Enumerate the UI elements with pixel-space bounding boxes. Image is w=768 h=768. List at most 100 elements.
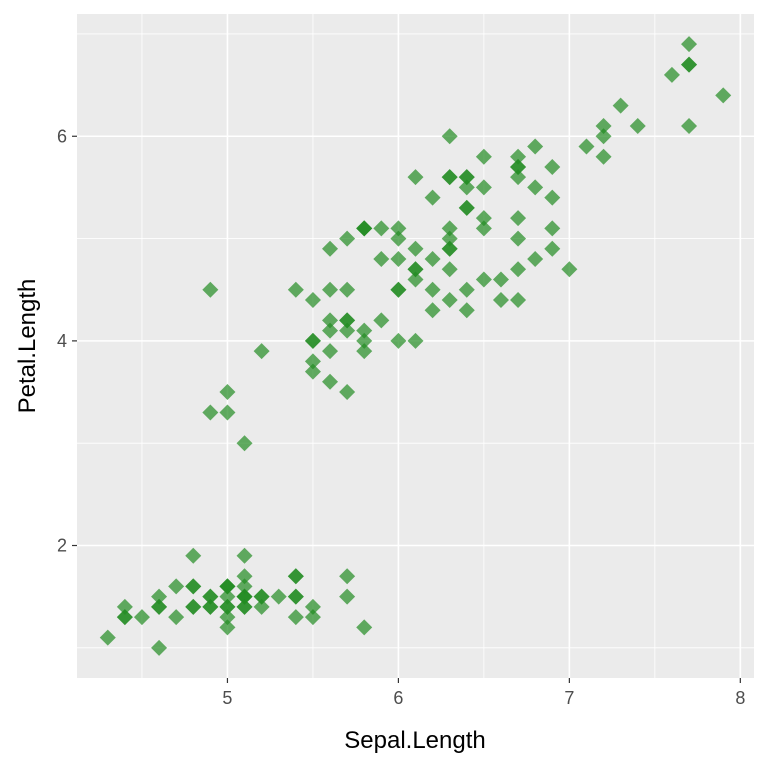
- data-point: [304, 332, 321, 349]
- data-point: [356, 619, 373, 636]
- y-axis-title: Petal.Length: [14, 279, 41, 414]
- data-point: [253, 598, 270, 615]
- data-point: [475, 148, 492, 165]
- data-point: [236, 435, 253, 452]
- data-point: [202, 404, 219, 421]
- data-point: [441, 240, 458, 257]
- data-point: [287, 588, 304, 605]
- data-point: [219, 578, 236, 595]
- data-point: [527, 179, 544, 196]
- data-point: [441, 220, 458, 237]
- data-point: [339, 588, 356, 605]
- data-point: [236, 598, 253, 615]
- data-point: [356, 343, 373, 360]
- data-point: [219, 588, 236, 605]
- data-point: [407, 271, 424, 288]
- data-point: [339, 312, 356, 329]
- data-point: [595, 128, 612, 145]
- data-point: [116, 609, 133, 626]
- data-point: [458, 199, 475, 216]
- data-point: [681, 118, 698, 135]
- data-point: [304, 291, 321, 308]
- data-point: [339, 568, 356, 585]
- data-point: [373, 251, 390, 268]
- data-point: [458, 281, 475, 298]
- y-tick-label: 4: [57, 331, 67, 351]
- data-point: [168, 609, 185, 626]
- data-point: [322, 343, 339, 360]
- data-point: [356, 332, 373, 349]
- data-point: [151, 588, 168, 605]
- data-point: [219, 384, 236, 401]
- x-tick-label: 6: [393, 688, 403, 708]
- data-point: [407, 261, 424, 278]
- x-tick-label: 5: [222, 688, 232, 708]
- data-point: [424, 189, 441, 206]
- data-point: [681, 36, 698, 53]
- data-point: [510, 169, 527, 186]
- data-point: [202, 598, 219, 615]
- data-point: [510, 210, 527, 227]
- data-point: [304, 598, 321, 615]
- data-point: [441, 169, 458, 186]
- data-point: [441, 261, 458, 278]
- data-point: [544, 189, 561, 206]
- data-point: [475, 210, 492, 227]
- data-point: [219, 619, 236, 636]
- data-point: [168, 578, 185, 595]
- data-point: [458, 169, 475, 186]
- data-point: [510, 148, 527, 165]
- data-point: [492, 271, 509, 288]
- data-point: [236, 547, 253, 564]
- data-point: [151, 598, 168, 615]
- data-point: [390, 251, 407, 268]
- data-point: [629, 118, 646, 135]
- data-points: [99, 36, 732, 656]
- data-point: [236, 568, 253, 585]
- data-point: [322, 281, 339, 298]
- data-point: [475, 179, 492, 196]
- data-point: [612, 97, 629, 114]
- data-point: [287, 281, 304, 298]
- data-point: [322, 322, 339, 339]
- data-point: [151, 639, 168, 656]
- data-point: [424, 251, 441, 268]
- data-point: [236, 578, 253, 595]
- data-point: [390, 230, 407, 247]
- data-point: [339, 230, 356, 247]
- data-point: [492, 291, 509, 308]
- data-point: [322, 240, 339, 257]
- data-point: [510, 291, 527, 308]
- data-point: [407, 240, 424, 257]
- data-point: [441, 230, 458, 247]
- data-point: [715, 87, 732, 104]
- data-point: [561, 261, 578, 278]
- data-point: [458, 179, 475, 196]
- data-point: [663, 66, 680, 83]
- data-point: [270, 588, 287, 605]
- data-point: [202, 588, 219, 605]
- data-point: [356, 322, 373, 339]
- data-point: [510, 261, 527, 278]
- data-point: [527, 138, 544, 155]
- data-point: [339, 322, 356, 339]
- data-point: [219, 404, 236, 421]
- data-point: [407, 332, 424, 349]
- data-point: [304, 363, 321, 380]
- data-point: [116, 598, 133, 615]
- data-point: [253, 343, 270, 360]
- data-point: [185, 598, 202, 615]
- data-point: [424, 281, 441, 298]
- data-point: [475, 271, 492, 288]
- data-point: [510, 158, 527, 175]
- data-point: [373, 312, 390, 329]
- data-point: [544, 220, 561, 237]
- data-point: [99, 629, 116, 646]
- data-point: [339, 281, 356, 298]
- x-tick-label: 7: [564, 688, 574, 708]
- x-axis: 5 6 7 8: [222, 678, 745, 708]
- data-point: [287, 609, 304, 626]
- y-axis: 2 4 6: [57, 126, 77, 556]
